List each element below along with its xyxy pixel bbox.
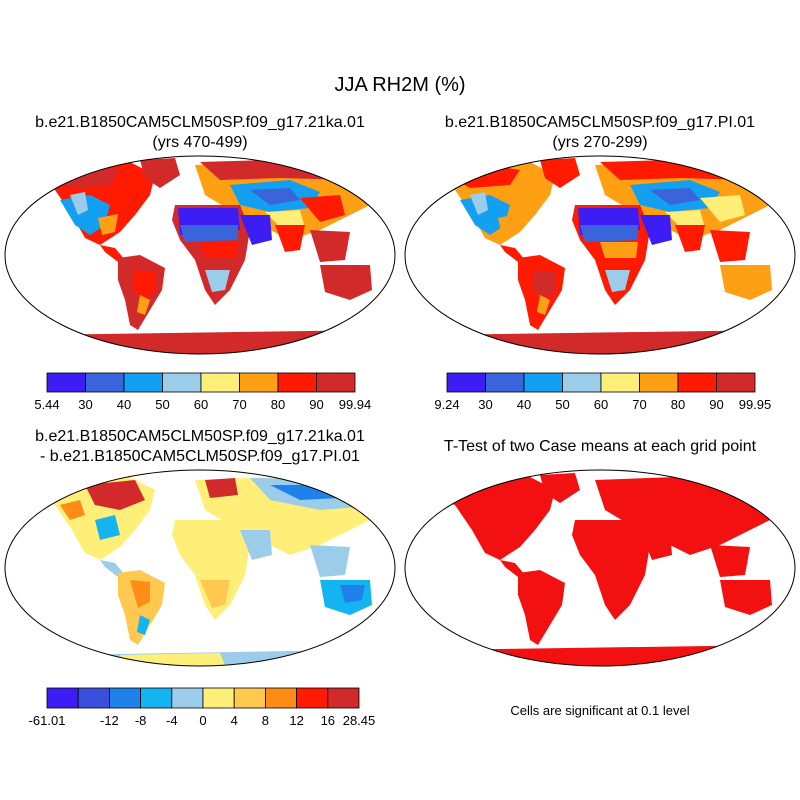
colorbar-case1-swatch [316, 372, 356, 393]
map-border-diff [4, 469, 396, 667]
colorbar-case1-swatch [277, 372, 317, 393]
colorbar-case2-swatch [716, 372, 756, 393]
colorbar-case1-swatch [123, 372, 163, 393]
colorbar-diff-tick-label: -8 [135, 713, 147, 728]
colorbar-case1-swatch [46, 372, 86, 393]
colorbar-diff-tick-label: 16 [321, 713, 335, 728]
colorbar-diff-swatch [202, 687, 235, 709]
colorbar-diff-tick-label: 4 [231, 713, 238, 728]
colorbar-case2-tick-label: 30 [478, 397, 492, 412]
colorbar-diff-swatch [296, 687, 329, 709]
colorbar-case2-tick-label: 50 [555, 397, 569, 412]
colorbar-diff-swatch [46, 687, 79, 709]
colorbar-case2-swatch [523, 372, 563, 393]
colorbar-diff-swatch [77, 687, 110, 709]
colorbar-diff: -61.01 -12 -8 -4 0 4 8 12 16 28.45 [29, 687, 376, 728]
colorbar-case2-swatch [446, 372, 486, 393]
colorbar-diff-tick-label: -12 [100, 713, 119, 728]
panel-title-case2-line2: (yrs 270-299) [552, 134, 648, 151]
colorbar-diff-tick-label: 0 [199, 713, 206, 728]
colorbar-case1-swatch [162, 372, 202, 393]
significance-note: Cells are significant at 0.1 level [510, 703, 690, 718]
colorbar-diff-swatch [327, 687, 360, 709]
colorbar-case2: 9.24 30 40 50 60 70 80 90 99.95 [434, 372, 772, 412]
colorbar-diff-tick-label: 8 [262, 713, 269, 728]
colorbar-case1-tick-label: 40 [117, 397, 131, 412]
panel-title-ttest: T-Test of two Case means at each grid po… [404, 437, 796, 457]
colorbar-diff-tick-label: 12 [289, 713, 303, 728]
colorbar-case1-swatch [239, 372, 279, 393]
colorbar-case1-swatch [85, 372, 125, 393]
map-border-case1 [4, 155, 396, 355]
colorbar-case2-swatch [485, 372, 525, 393]
map-panel-diff [4, 469, 396, 667]
colorbar-case1-tick-label: 90 [309, 397, 323, 412]
map-border-case2 [404, 155, 796, 355]
colorbar-case1-tick-label: 5.44 [34, 397, 59, 412]
colorbar-case2-tick-label: 99.95 [739, 397, 772, 412]
colorbar-case1-tick-label: 60 [194, 397, 208, 412]
colorbar-case1-tick-label: 70 [232, 397, 246, 412]
colorbar-case2-tick-label: 80 [671, 397, 685, 412]
colorbar-diff-swatch [140, 687, 173, 709]
panel-title-case1-line2: (yrs 470-499) [152, 134, 248, 151]
colorbar-diff-swatch [109, 687, 142, 709]
colorbar-case1-tick-label: 80 [271, 397, 285, 412]
colorbar-case1-tick-label: 30 [78, 397, 92, 412]
colorbar-case2-tick-label: 40 [517, 397, 531, 412]
colorbar-case2-swatch [562, 372, 602, 393]
map-panel-case2 [404, 155, 796, 355]
colorbar-case1: 5.44 30 40 50 60 70 80 90 99.94 [34, 372, 372, 412]
panel-title-case1-line1: b.e21.B1850CAM5CLM50SP.f09_g17.21ka.01 [35, 114, 365, 131]
panel-title-case2: b.e21.B1850CAM5CLM50SP.f09_g17.PI.01 (yr… [404, 113, 796, 153]
colorbar-diff-tick-label: -61.01 [29, 713, 66, 728]
map-panel-case1 [4, 155, 396, 355]
map-border-ttest [404, 469, 796, 667]
colorbar-case2-swatch [677, 372, 717, 393]
colorbar-case1-tick-label: 99.94 [339, 397, 372, 412]
panel-title-case2-line1: b.e21.B1850CAM5CLM50SP.f09_g17.PI.01 [444, 114, 756, 131]
colorbar-diff-tick-label: 28.45 [343, 713, 376, 728]
colorbar-case2-tick-label: 9.24 [434, 397, 459, 412]
figure-title: JJA RH2M (%) [334, 74, 466, 96]
colorbar-diff-swatch [264, 687, 297, 709]
panel-title-diff-line2: - b.e21.B1850CAM5CLM50SP.f09_g17.PI.01 [40, 448, 360, 465]
panel-title-ttest-line1: T-Test of two Case means at each grid po… [443, 438, 757, 455]
colorbar-case2-tick-label: 90 [709, 397, 723, 412]
colorbar-case2-tick-label: 70 [632, 397, 646, 412]
panel-title-case1: b.e21.B1850CAM5CLM50SP.f09_g17.21ka.01 (… [4, 113, 396, 153]
colorbar-case2-swatch [639, 372, 679, 393]
colorbar-case2-swatch [600, 372, 640, 393]
colorbar-diff-swatch [233, 687, 266, 709]
colorbar-diff-swatch [171, 687, 204, 709]
panel-title-diff: b.e21.B1850CAM5CLM50SP.f09_g17.21ka.01 -… [4, 427, 396, 467]
colorbar-case2-tick-label: 60 [594, 397, 608, 412]
colorbar-case1-swatch [200, 372, 240, 393]
colorbar-diff-tick-label: -4 [166, 713, 178, 728]
panel-title-diff-line1: b.e21.B1850CAM5CLM50SP.f09_g17.21ka.01 [35, 428, 365, 445]
map-panel-ttest [404, 469, 796, 667]
colorbar-case1-tick-label: 50 [155, 397, 169, 412]
